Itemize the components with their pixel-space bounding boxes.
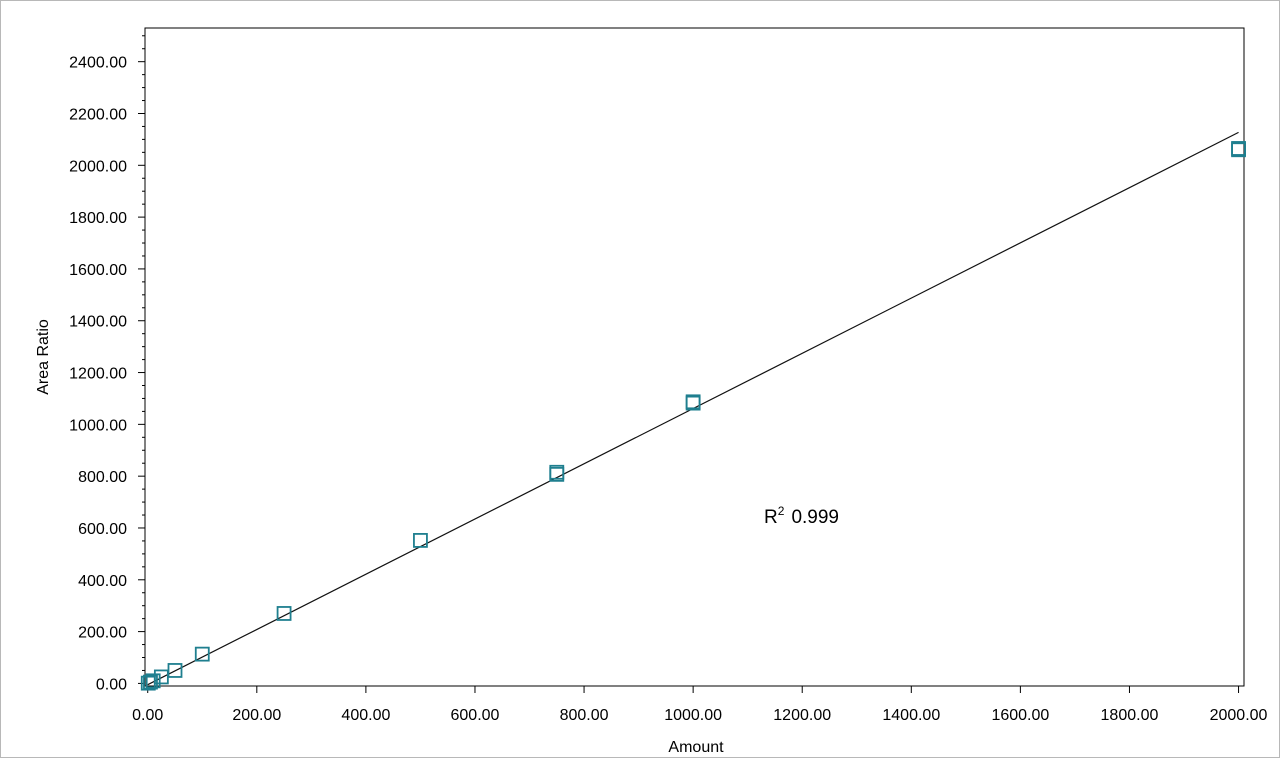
y-tick-label: 600.00 bbox=[78, 521, 127, 538]
x-tick-label: 600.00 bbox=[451, 707, 500, 724]
y-tick-label: 1600.00 bbox=[69, 262, 127, 279]
y-tick-label: 1200.00 bbox=[69, 366, 127, 383]
x-tick-label: 1800.00 bbox=[1101, 707, 1159, 724]
y-tick-label: 2000.00 bbox=[69, 158, 127, 175]
data-point bbox=[194, 646, 210, 662]
x-tick-label: 200.00 bbox=[232, 707, 281, 724]
y-tick-label: 400.00 bbox=[78, 573, 127, 590]
r-squared-annotation: R2 0.999 bbox=[764, 504, 839, 528]
x-tick-label: 1200.00 bbox=[773, 707, 831, 724]
x-axis-label: Amount bbox=[668, 739, 724, 756]
y-tick-label: 800.00 bbox=[78, 469, 127, 486]
plot-area bbox=[144, 27, 1245, 687]
data-point bbox=[143, 674, 158, 690]
r-squared-superscript: 2 bbox=[778, 504, 785, 518]
y-tick-label: 1400.00 bbox=[69, 314, 127, 331]
x-tick-label: 2000.00 bbox=[1210, 707, 1268, 724]
y-axis-ticks: 0.00 200.00 400.00 600.00 800.00 1000.00 1200.… bbox=[69, 55, 145, 693]
y-tick-label: 0.00 bbox=[96, 676, 127, 693]
data-point bbox=[145, 673, 161, 689]
data-point bbox=[276, 606, 292, 621]
x-tick-label: 1000.00 bbox=[664, 707, 722, 724]
data-point bbox=[1231, 142, 1246, 158]
r-squared-value: 0.999 bbox=[791, 507, 839, 528]
x-tick-label: 1600.00 bbox=[991, 707, 1049, 724]
y-tick-label: 200.00 bbox=[78, 625, 127, 642]
x-tick-label: 800.00 bbox=[560, 707, 609, 724]
data-point bbox=[167, 663, 183, 678]
y-tick-label: 1800.00 bbox=[69, 210, 127, 227]
y-tick-label: 1000.00 bbox=[69, 417, 127, 434]
data-point bbox=[413, 533, 428, 548]
x-tick-label: 0.00 bbox=[132, 707, 163, 724]
x-tick-label: 1400.00 bbox=[882, 707, 940, 724]
y-tick-label: 2400.00 bbox=[69, 55, 127, 72]
y-tick-label: 2200.00 bbox=[69, 106, 127, 123]
y-axis-label: Area Ratio bbox=[35, 319, 52, 395]
data-point bbox=[685, 395, 701, 411]
data-point bbox=[549, 466, 565, 482]
x-axis-ticks: 0.00 200.00 400.00 600.00 800.00 1000.00 1200.… bbox=[132, 686, 1268, 724]
r-squared-label: R bbox=[764, 507, 778, 528]
data-points bbox=[140, 141, 1246, 691]
x-tick-label: 400.00 bbox=[341, 707, 390, 724]
y-minor-ticks bbox=[142, 35, 145, 671]
